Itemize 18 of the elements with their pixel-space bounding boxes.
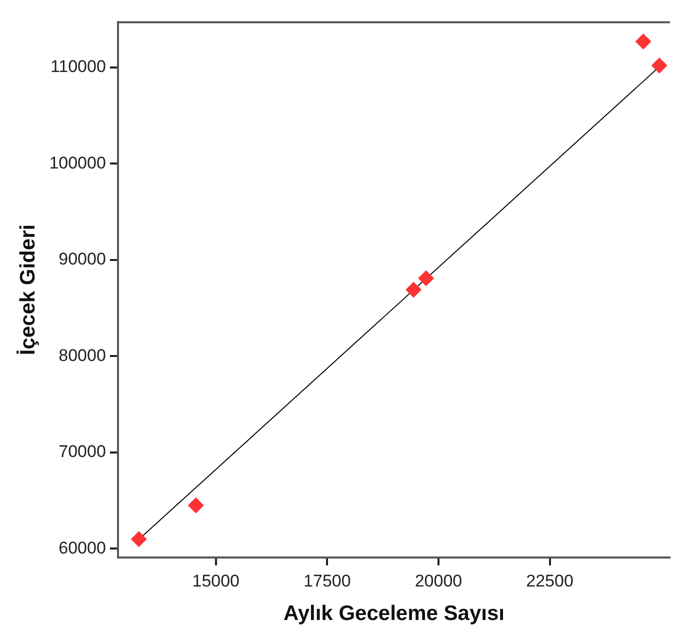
y-tick-label: 70000 (58, 442, 106, 462)
x-tick-label: 17500 (304, 571, 351, 590)
x-tick-label: 22500 (526, 571, 574, 590)
point (130, 531, 147, 548)
y-tick-label: 110000 (50, 57, 106, 76)
point (635, 33, 652, 50)
y-tick-label: 100000 (49, 153, 106, 172)
x-tick-label: 15000 (192, 571, 240, 590)
y-axis-title: İçecek Gideri (16, 224, 40, 356)
y-tick-label: 90000 (58, 250, 106, 269)
point (418, 270, 434, 286)
point (406, 282, 422, 298)
point (188, 497, 204, 514)
x-axis-title: Aylık Geceleme Sayısı (283, 602, 504, 626)
x-tick-label: 20000 (414, 571, 462, 590)
point (651, 58, 668, 74)
y-tick-label: 60000 (58, 538, 106, 558)
y-tick-label: 80000 (58, 346, 106, 365)
